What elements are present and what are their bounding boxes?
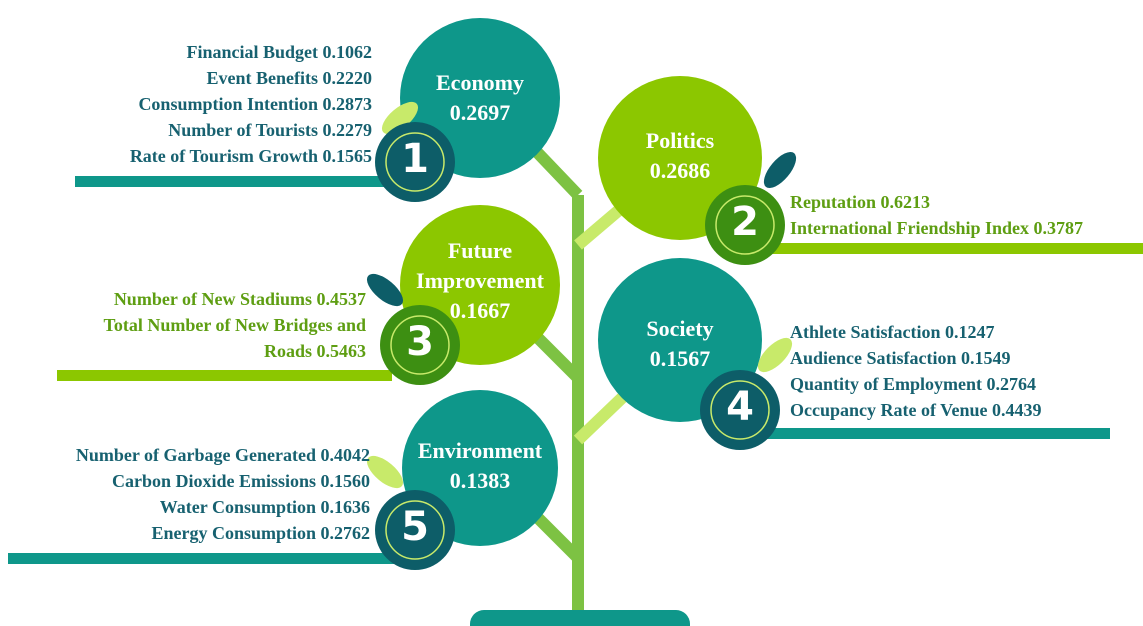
leaf [366, 273, 404, 307]
item: Financial Budget 0.1062 [186, 42, 372, 62]
node-title: Future Improvement [416, 238, 544, 293]
leaf [381, 101, 419, 135]
trunk [530, 145, 630, 612]
item: International Friendship Index 0.3787 [790, 218, 1084, 238]
badge-ring [710, 380, 770, 440]
item: Athlete Satisfaction 0.1247 [790, 322, 995, 342]
node-weight: 0.2686 [649, 158, 711, 183]
item: Quantity of Employment 0.2764 [790, 374, 1037, 394]
node-weight: 0.2697 [449, 100, 511, 125]
badge-ring [385, 132, 445, 192]
node-weight: 0.1667 [449, 298, 511, 323]
badge-number: 3 [406, 319, 434, 365]
item: Rate of Tourism Growth 0.1565 [129, 146, 372, 166]
item: Energy Consumption 0.2762 [151, 523, 370, 543]
item: Number of Garbage Generated 0.4042 [75, 445, 370, 465]
item: Total Number of New Bridges and Roads 0.… [103, 315, 366, 361]
badge-ring [715, 195, 775, 255]
branch-bar [760, 428, 1110, 439]
node-title: Politics [645, 128, 715, 153]
item: Number of New Stadiums 0.4537 [113, 289, 366, 309]
leaf [763, 151, 797, 189]
item: Audience Satisfaction 0.1549 [790, 348, 1011, 368]
badge-number: 2 [731, 199, 759, 245]
node-title: Economy [436, 70, 524, 95]
leaf [757, 337, 793, 373]
node-weight: 0.1383 [449, 468, 511, 493]
branch-bar [57, 370, 392, 381]
branch-bar [8, 553, 398, 564]
badge-number: 5 [401, 504, 429, 550]
item: Consumption Intention 0.2873 [138, 94, 372, 114]
item: Carbon Dioxide Emissions 0.1560 [111, 471, 370, 491]
branch-bar [760, 243, 1143, 254]
item: Water Consumption 0.1636 [159, 497, 370, 517]
leaf [366, 455, 404, 489]
node-title: Society [646, 316, 714, 341]
badge-ring [390, 315, 450, 375]
pot [470, 610, 690, 626]
item: Reputation 0.6213 [790, 192, 931, 212]
branch-bar [75, 176, 405, 187]
item: Number of Tourists 0.2279 [168, 120, 372, 140]
badge-number: 4 [726, 384, 754, 430]
node-weight: 0.1567 [649, 346, 711, 371]
item: Event Benefits 0.2220 [206, 68, 373, 88]
node-title: Environment [417, 438, 543, 463]
item: Occupancy Rate of Venue 0.4439 [790, 400, 1042, 420]
badge-number: 1 [401, 136, 429, 182]
badge-ring [385, 500, 445, 560]
